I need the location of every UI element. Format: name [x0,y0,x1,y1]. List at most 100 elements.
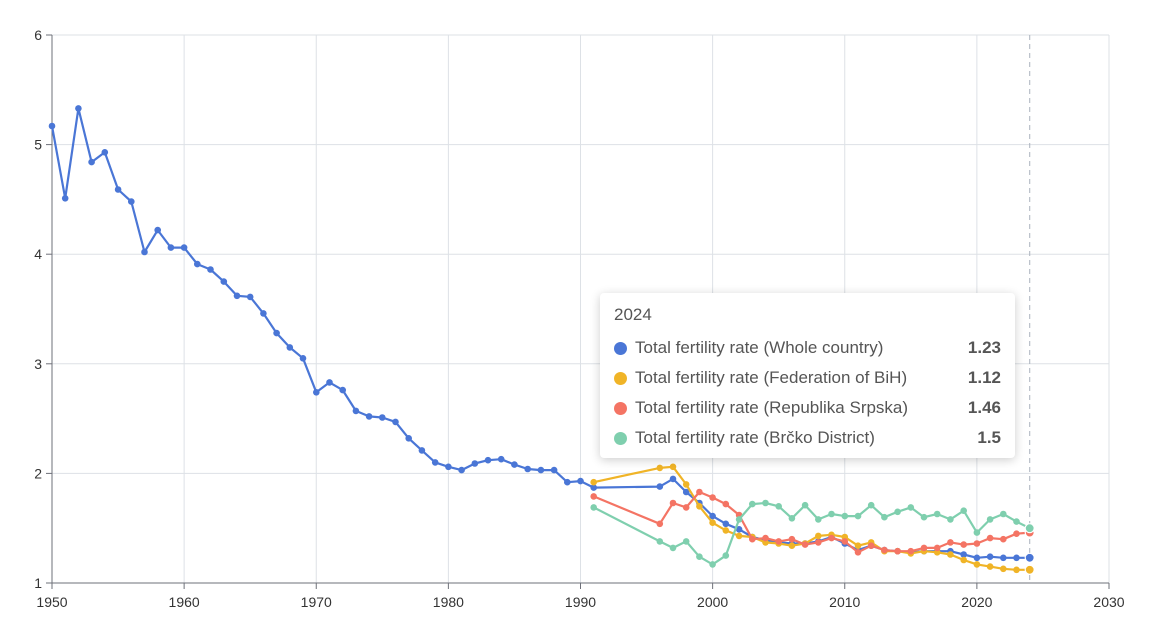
data-point[interactable] [194,260,201,268]
data-point[interactable] [669,544,677,552]
data-point[interactable] [815,539,822,546]
data-point[interactable] [894,508,901,516]
data-point[interactable] [801,501,809,509]
data-point[interactable] [973,529,981,536]
data-point[interactable] [656,538,664,545]
data-point[interactable] [735,532,743,540]
data-point[interactable] [207,266,214,273]
data-point[interactable] [696,503,703,510]
data-point[interactable] [682,481,690,488]
data-point[interactable] [986,563,994,570]
data-point[interactable] [669,499,677,507]
data-point[interactable] [960,556,967,564]
data-point[interactable] [947,539,954,546]
data-point[interactable] [947,516,954,523]
data-point[interactable] [682,488,690,496]
data-point[interactable] [709,494,716,501]
data-point[interactable] [894,547,901,555]
data-point[interactable] [180,244,188,251]
data-point[interactable] [854,542,862,549]
data-point[interactable] [907,547,915,555]
data-point[interactable] [960,541,967,548]
data-point[interactable] [881,513,888,521]
data-point[interactable] [920,544,928,552]
data-point[interactable] [960,551,967,558]
data-point[interactable] [1024,552,1035,563]
data-point[interactable] [907,504,915,511]
data-point[interactable] [986,534,994,542]
data-point[interactable] [564,478,571,486]
data-point[interactable] [484,456,492,464]
data-point[interactable] [696,488,703,496]
data-point[interactable] [326,379,333,386]
data-point[interactable] [445,463,452,471]
data-point[interactable] [365,413,373,420]
data-point[interactable] [246,293,254,301]
data-point[interactable] [669,463,677,471]
data-point[interactable] [1013,554,1020,562]
data-point[interactable] [828,510,835,518]
data-point[interactable] [313,389,320,396]
data-point[interactable] [286,344,294,351]
data-point[interactable] [841,512,849,520]
data-point[interactable] [101,149,109,156]
data-point[interactable] [524,465,531,473]
data-point[interactable] [379,414,386,421]
data-point[interactable] [656,483,664,490]
data-point[interactable] [920,513,928,521]
data-point[interactable] [431,459,439,466]
data-point[interactable] [128,198,135,205]
data-point[interactable] [1013,518,1020,525]
data-point[interactable] [775,538,782,545]
data-point[interactable] [88,158,95,166]
data-point[interactable] [590,478,597,486]
data-point[interactable] [815,516,822,523]
data-point[interactable] [75,105,82,112]
data-point[interactable] [841,538,849,545]
data-point[interactable] [709,519,716,526]
data-point[interactable] [418,447,426,454]
data-point[interactable] [1024,523,1035,534]
data-point[interactable] [973,561,981,568]
data-point[interactable] [392,418,399,426]
data-point[interactable] [960,507,967,514]
data-point[interactable] [577,477,584,485]
data-point[interactable] [458,466,465,474]
data-point[interactable] [682,538,690,545]
data-point[interactable] [471,460,479,467]
data-point[interactable] [1024,564,1035,575]
data-point[interactable] [973,554,981,562]
data-point[interactable] [154,226,161,234]
data-point[interactable] [722,520,730,528]
data-point[interactable] [273,329,280,337]
data-point[interactable] [762,534,769,542]
data-point[interactable] [722,500,730,508]
data-point[interactable] [722,527,730,534]
data-point[interactable] [696,553,703,560]
data-point[interactable] [550,466,558,474]
data-point[interactable] [749,535,756,543]
data-point[interactable] [352,407,360,415]
data-point[interactable] [497,455,505,463]
data-point[interactable] [828,534,835,542]
data-point[interactable] [48,122,56,130]
data-point[interactable] [114,186,122,193]
data-point[interactable] [735,516,743,523]
data-point[interactable] [973,540,981,547]
data-point[interactable] [788,542,796,549]
data-point[interactable] [537,466,545,474]
data-point[interactable] [405,435,413,442]
data-point[interactable] [722,552,730,559]
data-point[interactable] [735,526,743,533]
data-point[interactable] [947,551,954,558]
data-point[interactable] [1013,530,1020,537]
data-point[interactable] [1000,565,1007,573]
data-point[interactable] [986,516,994,523]
data-point[interactable] [709,512,716,520]
data-point[interactable] [220,278,228,285]
data-point[interactable] [511,461,518,468]
data-point[interactable] [1000,554,1007,562]
data-point[interactable] [339,386,347,394]
data-point[interactable] [788,535,796,543]
data-point[interactable] [933,510,941,518]
